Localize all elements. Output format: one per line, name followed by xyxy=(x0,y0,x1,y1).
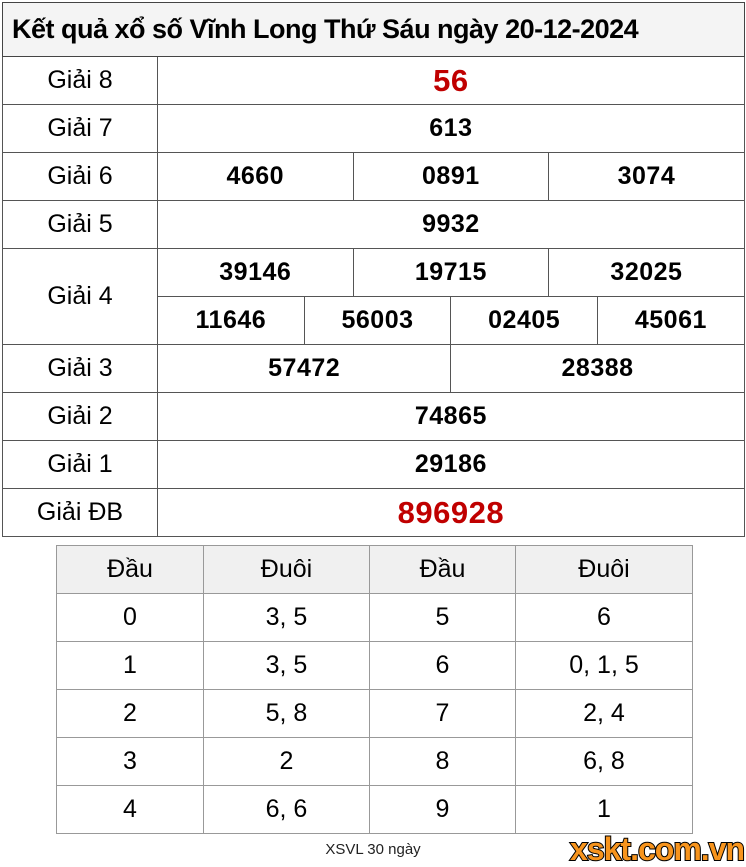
prize-row: Giải 6 4660 0891 3074 xyxy=(2,152,745,201)
page-title: Kết quả xổ số Vĩnh Long Thứ Sáu ngày 20-… xyxy=(2,2,745,57)
title-row: Kết quả xổ số Vĩnh Long Thứ Sáu ngày 20-… xyxy=(2,2,745,57)
head-tail-cell: 3, 5 xyxy=(203,641,370,690)
prize-number: 74865 xyxy=(157,392,745,441)
prize-number: 3074 xyxy=(548,152,745,201)
prize-label: Giải 5 xyxy=(2,200,158,249)
head-tail-cell: 8 xyxy=(369,737,516,786)
xskt-logo-link[interactable]: xskt.com.vn xyxy=(569,830,746,867)
head-tail-cell: 3 xyxy=(56,737,204,786)
head-tail-cell: 1 xyxy=(56,641,204,690)
prize-label: Giải 8 xyxy=(2,56,158,105)
head-tail-row: 3 2 8 6, 8 xyxy=(56,737,693,786)
head-tail-cell: 2, 4 xyxy=(515,689,693,738)
prize-number: 0891 xyxy=(352,152,550,201)
prize-number: 4660 xyxy=(157,152,354,201)
head-tail-cell: 5 xyxy=(369,593,516,642)
prize-number: 613 xyxy=(157,104,745,153)
prize-number: 57472 xyxy=(156,344,452,393)
prize-number: 896928 xyxy=(157,488,745,537)
stats-note: XSVL 30 ngày xyxy=(325,841,421,858)
prize-label: Giải 7 xyxy=(2,104,158,153)
footer: XSVL 30 ngày xskt.com.vn xyxy=(0,830,746,867)
head-tail-cell: 6 xyxy=(369,641,516,690)
head-tail-cell: 6, 8 xyxy=(515,737,693,786)
prize-number: 56 xyxy=(157,56,745,105)
head-tail-header-row: Đầu Đuôi Đầu Đuôi xyxy=(56,545,693,594)
prize-row: Giải 8 56 xyxy=(2,56,745,105)
head-tail-cell: 2 xyxy=(56,689,204,738)
head-tail-cell: 6, 6 xyxy=(203,785,370,834)
prize-number: 9932 xyxy=(157,200,745,249)
head-tail-cell: 0, 1, 5 xyxy=(515,641,693,690)
head-tail-table: Đầu Đuôi Đầu Đuôi 0 3, 5 5 6 1 3, 5 6 0, 1, 5 2 5, 8… xyxy=(56,545,693,834)
head-tail-cell: 6 xyxy=(515,593,693,642)
head-tail-cell: 2 xyxy=(203,737,370,786)
head-tail-cell: 5, 8 xyxy=(203,689,370,738)
head-tail-row: 1 3, 5 6 0, 1, 5 xyxy=(56,641,693,690)
prize-number: 02405 xyxy=(450,296,599,345)
prize-number: 56003 xyxy=(303,296,452,345)
prize-number: 28388 xyxy=(450,344,745,393)
prize-number: 45061 xyxy=(597,296,745,345)
head-tail-cell: 7 xyxy=(369,689,516,738)
prize-number: 19715 xyxy=(352,248,550,297)
prize-number: 39146 xyxy=(157,248,354,297)
prize-label: Giải 3 xyxy=(2,344,158,393)
head-tail-header: Đuôi xyxy=(515,545,693,594)
prize-row: Giải 1 29186 xyxy=(2,440,745,489)
head-tail-cell: 4 xyxy=(56,785,204,834)
head-tail-cell: 1 xyxy=(515,785,693,834)
prize-number: 32025 xyxy=(548,248,745,297)
prize-number: 11646 xyxy=(157,296,305,345)
head-tail-header: Đầu xyxy=(369,545,516,594)
prize-label: Giải 1 xyxy=(2,440,158,489)
prize-number: 29186 xyxy=(157,440,745,489)
head-tail-cell: 3, 5 xyxy=(203,593,370,642)
head-tail-cell: 0 xyxy=(56,593,204,642)
prize-row: Giải 4 39146 19715 32025 xyxy=(2,248,745,345)
results-table: Kết quả xổ số Vĩnh Long Thứ Sáu ngày 20-… xyxy=(2,2,745,537)
head-tail-cell: 9 xyxy=(369,785,516,834)
prize-label: Giải 4 xyxy=(2,248,158,345)
prize-row: Giải 2 74865 xyxy=(2,392,745,441)
prize-label: Giải 6 xyxy=(2,152,158,201)
prize-row: Giải ĐB 896928 xyxy=(2,488,745,537)
head-tail-row: 2 5, 8 7 2, 4 xyxy=(56,689,693,738)
prize-label: Giải 2 xyxy=(2,392,158,441)
prize-row: Giải 3 57472 28388 xyxy=(2,344,745,393)
prize-row: Giải 5 9932 xyxy=(2,200,745,249)
prize-row: Giải 7 613 xyxy=(2,104,745,153)
prize-label: Giải ĐB xyxy=(2,488,158,537)
head-tail-header: Đầu xyxy=(56,545,204,594)
head-tail-header: Đuôi xyxy=(203,545,370,594)
